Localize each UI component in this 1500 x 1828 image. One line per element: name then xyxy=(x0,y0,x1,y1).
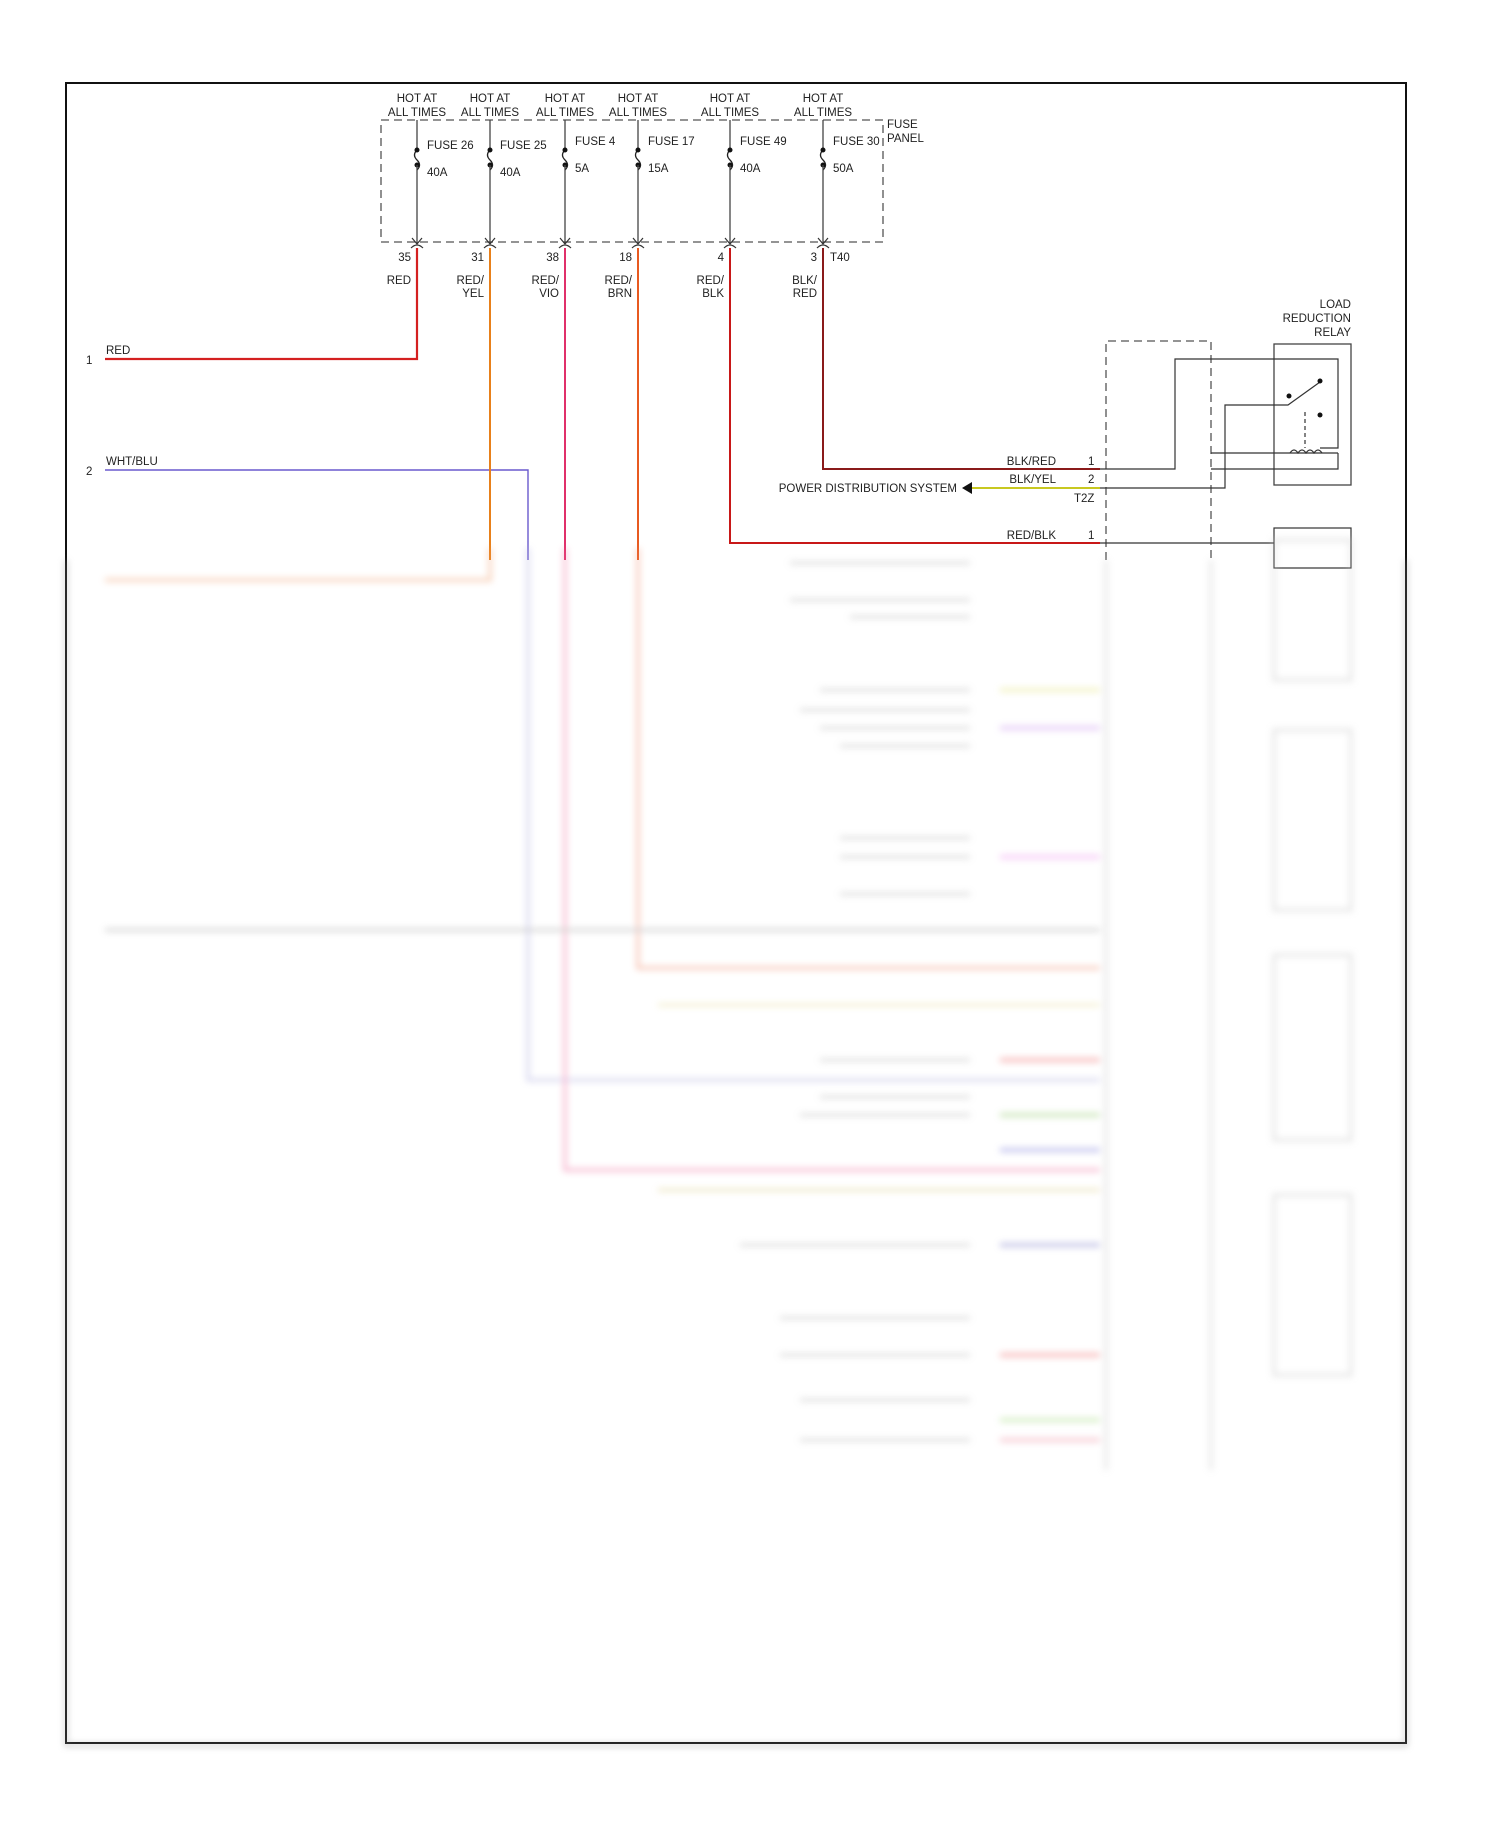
fuse-icon xyxy=(634,149,642,171)
fuse-rating: 40A xyxy=(740,163,761,175)
hot-at-all-times-label: ALL TIMES xyxy=(701,107,759,119)
fuse-terminal xyxy=(727,147,733,153)
pin-number: 35 xyxy=(398,252,411,264)
relay-internals xyxy=(1100,358,1352,569)
fuse-name: FUSE 26 xyxy=(427,140,474,152)
wire-color-label: BLK xyxy=(702,288,724,300)
fuse-icon xyxy=(413,149,421,171)
page-border xyxy=(65,82,1407,1744)
hot-at-all-times-label: HOT AT xyxy=(545,93,585,105)
arrow-icon xyxy=(962,482,972,494)
connector-icon xyxy=(410,237,424,249)
pin-number: 2 xyxy=(1088,474,1094,486)
fuse-terminal xyxy=(562,147,568,153)
destination-label[interactable]: POWER DISTRIBUTION SYSTEM xyxy=(779,483,957,495)
wire-color-label: RED xyxy=(387,275,411,287)
fuse-panel-box xyxy=(380,119,884,243)
pin-number: 1 xyxy=(1088,456,1094,468)
wire-red-blk xyxy=(729,248,1100,544)
wire-color-label: RED xyxy=(793,288,817,300)
hot-at-all-times-label: ALL TIMES xyxy=(388,107,446,119)
wire-wht-blu xyxy=(105,469,529,560)
pin-number: 4 xyxy=(718,252,725,264)
fuse-panel-label: PANEL xyxy=(887,133,924,145)
fuse-terminal xyxy=(635,147,641,153)
fuse-rating: 5A xyxy=(575,163,589,175)
wire-color-label: BRN xyxy=(608,288,632,300)
pin-wire-label: BLK/RED xyxy=(1007,456,1056,468)
connector-icon xyxy=(723,237,737,249)
hot-at-all-times-label: ALL TIMES xyxy=(794,107,852,119)
hot-at-all-times-label: HOT AT xyxy=(470,93,510,105)
fuse-rating: 40A xyxy=(427,167,448,179)
connector-label: T40 xyxy=(830,252,850,264)
fuse-rating: 15A xyxy=(648,163,669,175)
connector-icon xyxy=(816,237,830,249)
fuse-name: FUSE 17 xyxy=(648,136,695,148)
fuse-name: FUSE 4 xyxy=(575,136,616,148)
connector-icon xyxy=(631,237,645,249)
wire-number: 2 xyxy=(86,466,92,478)
fuse-icon xyxy=(819,149,827,171)
relay-title: RELAY xyxy=(1314,327,1351,339)
pin-number: 18 xyxy=(619,252,632,264)
wire-color-label: RED/ xyxy=(697,275,725,287)
fuse-name: FUSE 49 xyxy=(740,136,787,148)
wire-color-label: RED/ xyxy=(605,275,633,287)
hot-at-all-times-label: ALL TIMES xyxy=(536,107,594,119)
fuse-rating: 50A xyxy=(833,163,854,175)
pin-wire-label: BLK/YEL xyxy=(1009,474,1056,486)
hot-at-all-times-label: HOT AT xyxy=(803,93,843,105)
fuse-icon xyxy=(486,149,494,171)
wire-color-label: YEL xyxy=(462,288,484,300)
blurred-region xyxy=(64,538,1408,1747)
fuse-terminal xyxy=(414,147,420,153)
fuse-icon xyxy=(561,149,569,171)
wire-label: RED xyxy=(106,345,130,357)
pin-number: 38 xyxy=(546,252,559,264)
hot-at-all-times-label: HOT AT xyxy=(710,93,750,105)
relay-title: REDUCTION xyxy=(1283,313,1351,325)
fuse-terminal xyxy=(487,147,493,153)
wire-label: WHT/BLU xyxy=(106,456,158,468)
wire-blk-red xyxy=(822,248,1100,470)
connector-icon xyxy=(558,237,572,249)
wire-color-label: VIO xyxy=(539,288,559,300)
wire-red xyxy=(105,248,419,361)
relay-title: LOAD xyxy=(1320,299,1351,311)
hot-at-all-times-label: HOT AT xyxy=(397,93,437,105)
fuse-terminal xyxy=(820,147,826,153)
module-box xyxy=(1105,340,1212,560)
load-reduction-relay[interactable] xyxy=(1273,343,1352,486)
connector-label: T2Z xyxy=(1074,493,1094,505)
pin-number: 3 xyxy=(811,252,817,264)
pin-number: 31 xyxy=(471,252,484,264)
fuse-panel-label: FUSE xyxy=(887,119,918,131)
fuse-icon xyxy=(726,149,734,171)
wire-color-label: RED/ xyxy=(532,275,560,287)
wire-color-label: BLK/ xyxy=(792,275,818,287)
pin-number: 1 xyxy=(1088,530,1094,542)
hot-at-all-times-label: HOT AT xyxy=(618,93,658,105)
fuse-name: FUSE 30 xyxy=(833,136,880,148)
connector-icon xyxy=(483,237,497,249)
hot-at-all-times-label: ALL TIMES xyxy=(609,107,667,119)
wire-number: 1 xyxy=(86,355,92,367)
fuse-rating: 40A xyxy=(500,167,521,179)
wire-color-label: RED/ xyxy=(457,275,485,287)
pin-wire-label: RED/BLK xyxy=(1007,530,1057,542)
fuse-name: FUSE 25 xyxy=(500,140,547,152)
hot-at-all-times-label: ALL TIMES xyxy=(461,107,519,119)
